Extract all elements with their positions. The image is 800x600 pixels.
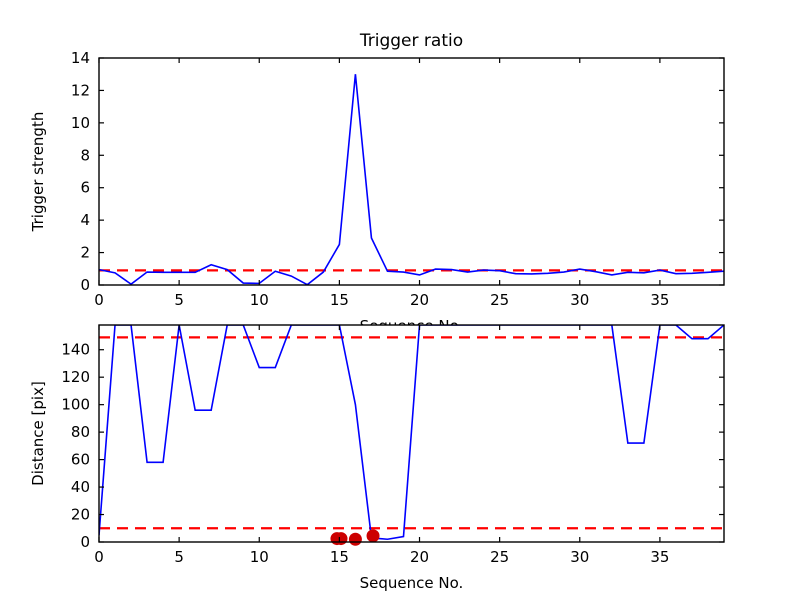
xtick-label: 20 [410, 548, 429, 566]
axes-background [99, 58, 724, 285]
y-axis-label: Trigger strength [29, 112, 47, 233]
ytick-label: 12 [71, 81, 90, 99]
series-distance [99, 325, 724, 541]
ytick-label: 80 [71, 423, 90, 441]
xtick-label: 30 [570, 291, 589, 309]
ytick-label: 0 [80, 276, 90, 294]
ytick-label: 0 [80, 533, 90, 551]
axes-spines [98, 57, 725, 286]
axes-spines [98, 324, 725, 543]
ytick-label: 140 [61, 341, 90, 359]
xtick-label: 25 [490, 548, 509, 566]
ytick-label: 120 [61, 368, 90, 386]
y-axis-label: Distance [pix] [29, 381, 47, 486]
plot-title: Trigger ratio [359, 31, 463, 51]
match-point-marker [334, 532, 348, 546]
xtick-label: 0 [94, 548, 104, 566]
xtick-label: 5 [174, 548, 184, 566]
ytick-label: 40 [71, 478, 90, 496]
xtick-label: 10 [250, 291, 269, 309]
x-axis-label: Sequence No. [360, 574, 464, 592]
xtick-label: 10 [250, 548, 269, 566]
ytick-label: 2 [80, 244, 90, 262]
xtick-label: 35 [650, 291, 669, 309]
ytick-label: 100 [61, 396, 90, 414]
xtick-label: 25 [490, 291, 509, 309]
distance-plot: 0 5 10 15 20 25 30 35 0 20 40 60 80 100 120 140 Distance… [29, 324, 725, 592]
match-point-marker [366, 529, 380, 543]
ytick-label: 10 [71, 114, 90, 132]
series-trigger-strength [99, 74, 724, 285]
trigger-strength-plot: 0 5 10 15 20 25 30 35 0 2 4 6 8 10 12 14 Trigger strengt… [29, 31, 725, 335]
xtick-label: 5 [174, 291, 184, 309]
xtick-label: 30 [570, 548, 589, 566]
ytick-label: 14 [71, 49, 90, 67]
ytick-label: 60 [71, 451, 90, 469]
ytick-label: 8 [80, 146, 90, 164]
xtick-label: 35 [650, 548, 669, 566]
xtick-label: 20 [410, 291, 429, 309]
ytick-label: 6 [80, 179, 90, 197]
ytick-label: 4 [80, 211, 90, 229]
ytick-label: 20 [71, 506, 90, 524]
xtick-label: 15 [330, 548, 349, 566]
xtick-label: 0 [94, 291, 104, 309]
xtick-label: 15 [330, 291, 349, 309]
match-point-marker [348, 532, 362, 546]
